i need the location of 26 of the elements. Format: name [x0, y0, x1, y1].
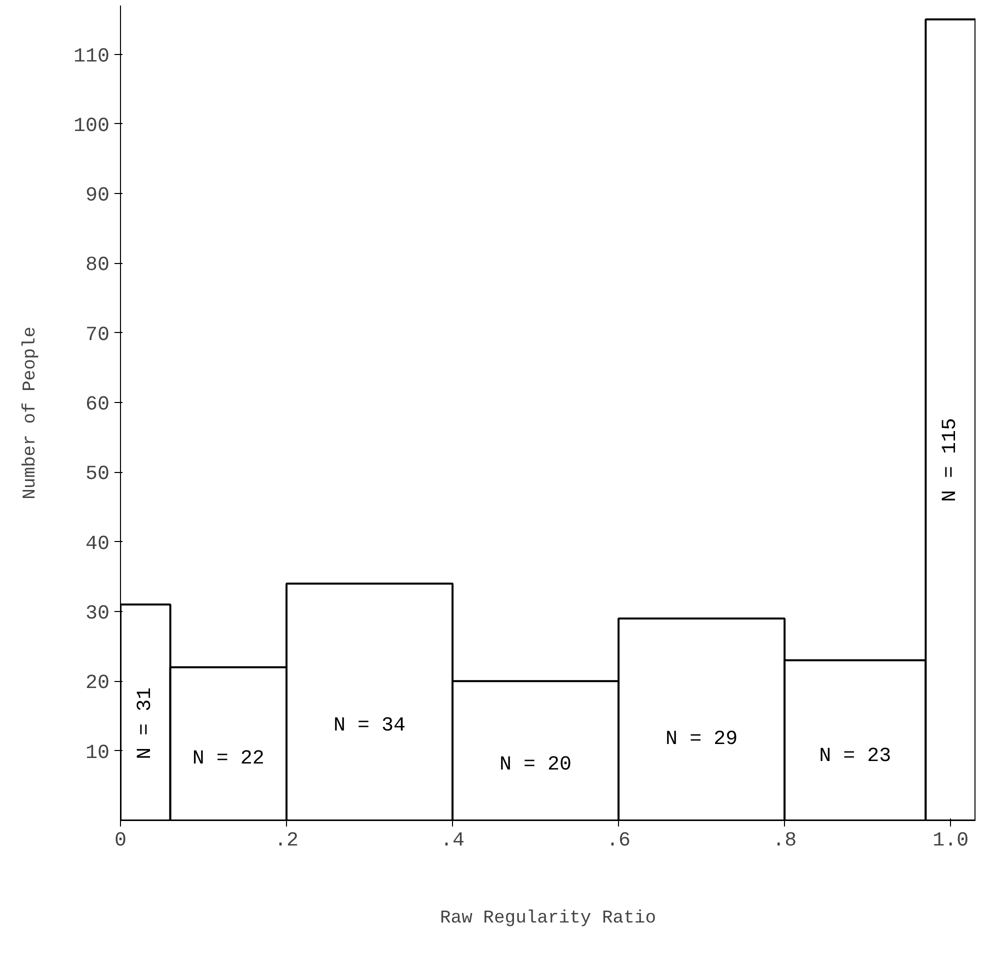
x-tick-label: .4	[440, 830, 465, 852]
x-tick-label: .2	[274, 830, 299, 852]
y-tick-label: 30	[85, 602, 110, 626]
y-tick-label: 10	[85, 742, 110, 765]
x-tick-label: .8	[772, 830, 797, 852]
y-tick-label: 40	[85, 532, 110, 556]
y-tick-label: 80	[85, 254, 110, 278]
y-axis-title: Number of People	[20, 326, 40, 500]
data-label: N = 22	[192, 748, 264, 771]
y-tick-label: 70	[85, 324, 110, 347]
data-label: N = 29	[666, 728, 738, 752]
y-tick-label: 90	[85, 184, 110, 208]
data-label: N = 20	[500, 753, 572, 776]
y-tick-label: 100	[73, 114, 110, 138]
y-tick-label: 50	[85, 463, 110, 486]
data-label: N = 31	[134, 687, 157, 760]
x-tick-label: 0	[114, 830, 127, 852]
data-label: N = 115	[939, 418, 962, 502]
y-tick-label: 60	[85, 394, 110, 417]
x-axis-title: Raw Regularity Ratio	[440, 908, 656, 928]
data-label: N = 34	[334, 714, 406, 738]
data-label: N = 23	[819, 744, 892, 768]
y-tick-label: 110	[73, 45, 110, 68]
y-tick-label: 20	[85, 672, 110, 696]
x-tick-label: 1.0	[932, 830, 969, 852]
x-tick-label: .6	[606, 830, 631, 852]
